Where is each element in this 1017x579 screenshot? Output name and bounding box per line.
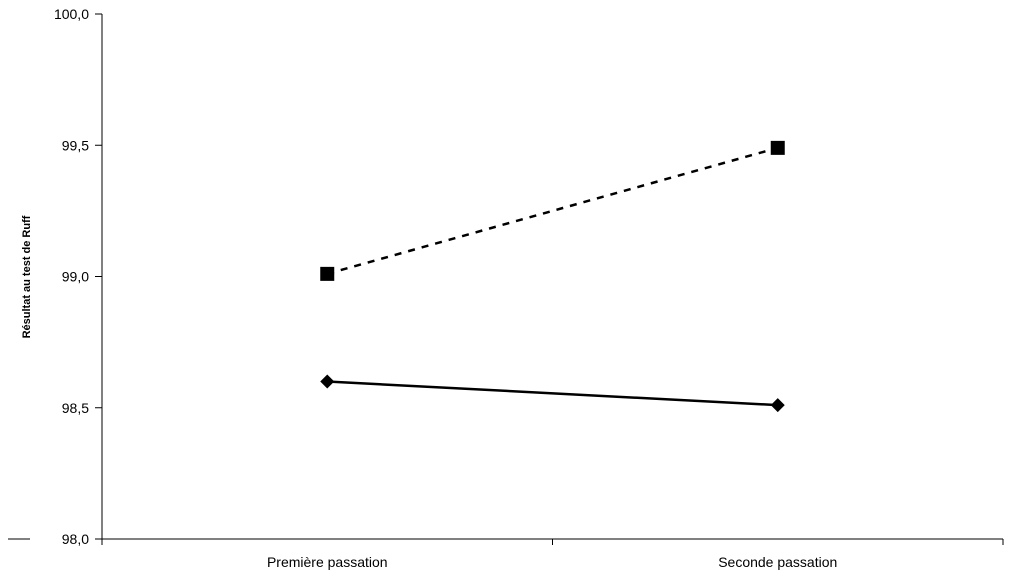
y-axis-title: Résultat au test de Ruff [21, 215, 33, 338]
series-line [326, 146, 779, 276]
y-tick-label: 99,5 [62, 137, 89, 153]
series-2 [320, 140, 785, 281]
x-tick-label: Première passation [267, 554, 388, 570]
y-tick-label: 98,0 [62, 531, 89, 547]
y-tick-label: 100,0 [54, 6, 89, 22]
diamond-marker [320, 374, 335, 389]
y-tick-label: 99,0 [62, 269, 89, 285]
square-marker [320, 266, 335, 281]
diamond-marker [770, 398, 785, 413]
x-ticks: Première passation Seconde passation [101, 539, 1004, 570]
square-marker [770, 140, 785, 155]
axes [8, 14, 1003, 540]
x-tick-label: Seconde passation [718, 554, 837, 570]
series-1 [320, 374, 785, 413]
series-line [327, 380, 778, 407]
series-layer [320, 140, 785, 413]
y-tick-label: 98,5 [62, 400, 89, 416]
y-ticks: 98,0 98,5 99,0 99,5 100,0 [54, 6, 102, 547]
